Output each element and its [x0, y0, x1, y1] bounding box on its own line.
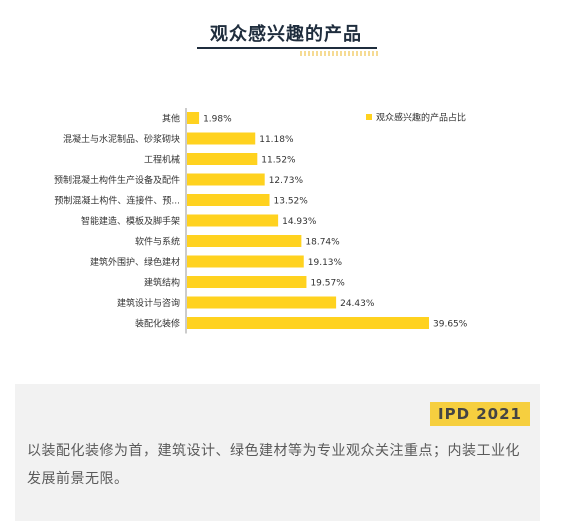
data-label: 24.43% — [340, 299, 375, 309]
category-label: 建筑设计与咨询 — [117, 297, 180, 309]
summary-caption: 以装配化装修为首，建筑设计、绿色建材等为专业观众关注重点；内装工业化发展前景无限… — [27, 443, 520, 487]
data-label: 11.52% — [261, 156, 296, 166]
category-label: 装配化装修 — [135, 318, 180, 330]
bar — [187, 173, 265, 186]
bar — [187, 255, 304, 268]
data-label: 1.98% — [203, 115, 232, 125]
chart-title: 观众感兴趣的产品 — [210, 24, 362, 45]
bar — [187, 296, 337, 309]
bar — [187, 132, 256, 145]
legend-label: 观众感兴趣的产品占比 — [376, 112, 466, 124]
category-label: 其他 — [162, 113, 180, 125]
data-label: 19.57% — [310, 279, 345, 289]
title-underline — [197, 47, 377, 49]
category-label: 智能建造、模板及脚手架 — [81, 215, 180, 227]
title-dots-decoration — [300, 51, 378, 56]
data-label: 18.74% — [305, 238, 340, 248]
category-label: 建筑结构 — [144, 277, 180, 289]
data-label: 39.65% — [433, 320, 468, 330]
bar — [187, 194, 270, 206]
legend-swatch — [366, 114, 372, 120]
category-label: 预制混凝土构件、连接件、预... — [54, 195, 180, 207]
data-label: 12.73% — [269, 176, 304, 186]
bar — [187, 112, 200, 124]
bar — [187, 276, 307, 288]
category-label: 软件与系统 — [135, 236, 180, 248]
data-label: 11.18% — [259, 135, 294, 145]
data-label: 13.52% — [274, 197, 309, 207]
title-container: 观众感兴趣的产品 — [0, 20, 572, 50]
data-label: 19.13% — [308, 258, 343, 268]
bar — [187, 235, 302, 247]
bar-chart: 其他 1.98% 混凝土与水泥制品、砂浆砌块 11.18% 工程机械 11.52% 预制混凝… — [54, 108, 468, 334]
bar — [187, 214, 279, 227]
category-label: 混凝土与水泥制品、砂浆砌块 — [63, 133, 180, 145]
summary-box: IPD 2021 以装配化装修为首，建筑设计、绿色建材等为专业观众关注重点；内装… — [15, 384, 540, 521]
category-label: 预制混凝土构件生产设备及配件 — [54, 174, 180, 186]
ipd-tag: IPD 2021 — [430, 402, 530, 426]
bar — [187, 317, 429, 329]
bar — [187, 153, 258, 165]
data-label: 14.93% — [282, 217, 317, 227]
category-label: 工程机械 — [144, 154, 180, 166]
category-label: 建筑外围护、绿色建材 — [90, 256, 180, 268]
